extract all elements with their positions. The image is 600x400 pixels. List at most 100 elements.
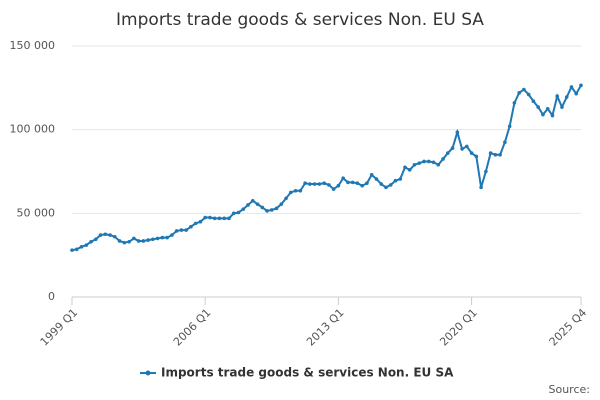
point xyxy=(574,91,579,96)
point xyxy=(484,169,488,174)
point xyxy=(117,239,122,243)
point xyxy=(265,209,269,213)
point xyxy=(274,206,279,211)
point xyxy=(222,216,227,221)
legend-label: Imports trade goods & services Non. EU S… xyxy=(161,366,454,380)
point xyxy=(460,147,464,151)
point xyxy=(70,248,74,252)
point xyxy=(98,233,103,237)
point xyxy=(407,168,412,172)
point xyxy=(217,216,222,221)
point xyxy=(479,185,483,190)
source: Source: xyxy=(549,383,591,396)
x-tick-label: 1999 Q1 xyxy=(38,306,81,349)
point xyxy=(503,140,507,145)
point xyxy=(170,233,174,237)
point xyxy=(536,105,540,109)
x-tick-label: 2013 Q1 xyxy=(304,306,347,349)
point xyxy=(93,237,98,242)
point xyxy=(465,144,469,149)
point xyxy=(231,211,236,216)
point xyxy=(113,234,117,239)
point xyxy=(174,229,179,233)
point xyxy=(103,232,108,237)
point xyxy=(450,146,455,150)
point xyxy=(289,190,293,195)
point xyxy=(417,161,422,165)
point xyxy=(564,95,569,99)
point xyxy=(246,203,250,207)
point xyxy=(436,163,441,167)
point xyxy=(507,124,512,129)
point xyxy=(79,245,84,249)
point xyxy=(241,207,246,211)
point xyxy=(469,151,474,155)
point xyxy=(146,238,150,242)
point xyxy=(560,105,564,109)
point xyxy=(441,157,445,161)
point xyxy=(179,228,184,232)
x-tick-label: 2025 Q4 xyxy=(547,306,590,349)
point xyxy=(189,224,193,229)
point xyxy=(541,112,545,117)
point xyxy=(122,240,127,245)
point xyxy=(269,208,274,212)
point xyxy=(355,181,360,186)
point xyxy=(184,228,188,232)
y-tick-label: 0 xyxy=(48,290,55,303)
y-tick-label: 50 000 xyxy=(17,206,56,219)
point xyxy=(512,101,517,105)
point xyxy=(446,151,450,155)
point xyxy=(431,160,436,165)
point xyxy=(208,215,212,220)
point xyxy=(422,159,426,164)
point xyxy=(203,215,207,220)
point xyxy=(517,91,521,95)
point xyxy=(550,113,555,118)
x-tick-label: 2020 Q1 xyxy=(437,306,480,349)
point xyxy=(151,237,155,242)
point xyxy=(384,185,388,190)
point xyxy=(498,152,502,157)
point xyxy=(198,219,203,224)
point xyxy=(569,85,574,89)
point xyxy=(132,236,136,241)
point xyxy=(279,202,284,206)
point xyxy=(474,154,479,159)
point xyxy=(336,183,341,188)
y-tick-label: 100 000 xyxy=(10,123,56,136)
point xyxy=(374,177,379,181)
point xyxy=(322,181,326,186)
point xyxy=(108,233,112,237)
point xyxy=(284,196,288,201)
point xyxy=(293,188,298,193)
line xyxy=(71,84,582,252)
point xyxy=(545,106,550,111)
point xyxy=(193,221,198,226)
point xyxy=(260,205,265,210)
point xyxy=(141,239,146,243)
point xyxy=(84,243,89,247)
legend-marker xyxy=(145,370,151,376)
point xyxy=(365,181,369,186)
point xyxy=(127,239,131,244)
x-tick-label: 2006 Q1 xyxy=(171,306,214,349)
point xyxy=(493,152,498,157)
point xyxy=(212,216,217,221)
point xyxy=(303,181,307,186)
point xyxy=(379,182,384,186)
point xyxy=(227,216,231,221)
point xyxy=(89,239,93,244)
point xyxy=(579,83,583,88)
point xyxy=(327,183,331,187)
point xyxy=(555,94,560,98)
point xyxy=(350,180,355,185)
point xyxy=(369,173,374,177)
point xyxy=(236,210,241,215)
point xyxy=(341,176,345,180)
point xyxy=(136,239,141,243)
point xyxy=(155,236,160,241)
point xyxy=(250,198,255,203)
point xyxy=(388,183,393,187)
